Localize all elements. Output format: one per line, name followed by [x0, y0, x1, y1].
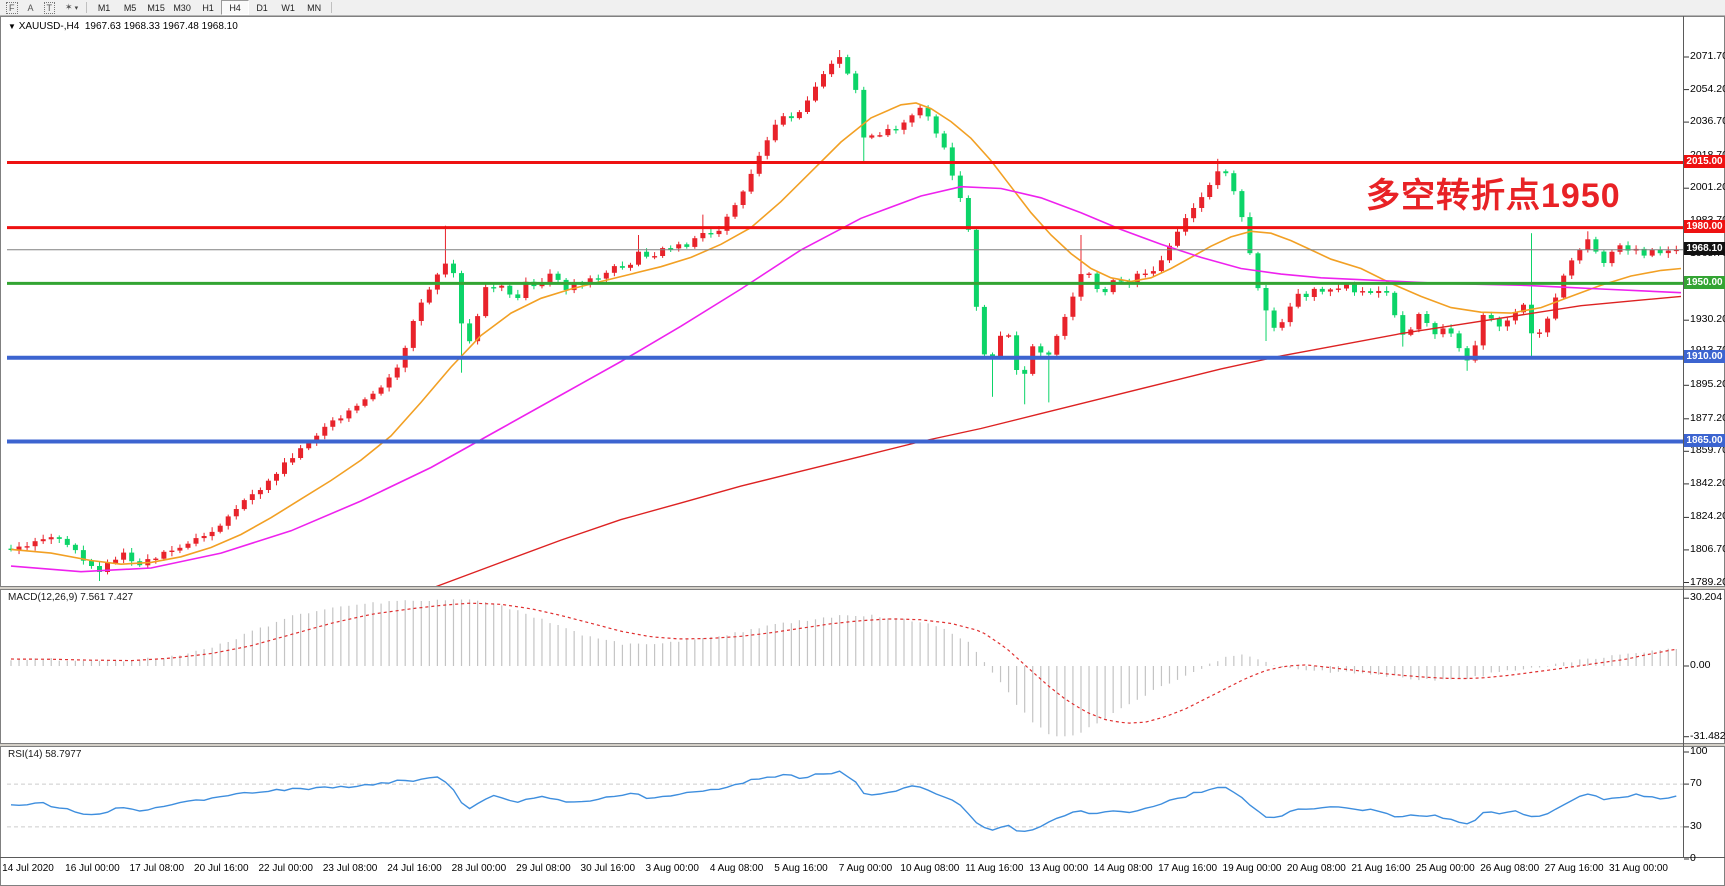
close-value: 1968.10 — [201, 21, 238, 32]
price-axis-label[interactable]: 2036.70 — [1690, 115, 1725, 128]
toolbar-separator — [86, 2, 88, 13]
date-axis-label[interactable]: 30 Jul 16:00 — [580, 863, 636, 874]
date-axis-label[interactable]: 26 Aug 08:00 — [1480, 863, 1540, 874]
date-axis-label[interactable]: 16 Jul 00:00 — [65, 863, 120, 874]
price-axis-label[interactable]: 1842.20 — [1690, 476, 1725, 489]
timeframe-button-h4[interactable]: H4 — [221, 0, 250, 15]
price-axis-border — [1683, 16, 1684, 858]
price-level-tag: 1980.00 — [1684, 220, 1725, 234]
price-axis-label[interactable]: 1930.20 — [1690, 313, 1725, 326]
macd-histogram — [10, 599, 1677, 737]
symbol-label: XAUUSD-,H4 — [18, 21, 80, 32]
date-axis-label[interactable]: 28 Jul 00:00 — [451, 863, 507, 874]
timeframe-button-mn[interactable]: MN — [307, 2, 322, 13]
price-axis-label[interactable]: 1824.20 — [1690, 510, 1725, 523]
arrows-button[interactable]: ✶ ▾ — [61, 1, 82, 14]
price-level-tag: 1865.00 — [1684, 434, 1725, 447]
price-axis-label[interactable]: 2001.20 — [1690, 181, 1725, 194]
timeframe-button-h1[interactable]: H1 — [202, 2, 214, 13]
date-axis-label[interactable]: 17 Jul 08:00 — [129, 863, 185, 874]
current-price-tag: 1968.10 — [1684, 242, 1725, 256]
date-axis-label[interactable]: 31 Aug 00:00 — [1609, 863, 1668, 874]
price-level-tag: 1910.00 — [1684, 350, 1725, 364]
price-axis-label[interactable]: 2054.20 — [1690, 82, 1725, 95]
date-axis-label[interactable]: 25 Aug 00:00 — [1415, 863, 1475, 874]
macd-signal-line — [10, 602, 1677, 724]
date-axis-label[interactable]: 20 Aug 08:00 — [1286, 863, 1346, 874]
date-axis-label[interactable]: 4 Aug 08:00 — [709, 863, 764, 874]
timeframe-button-d1[interactable]: D1 — [256, 2, 268, 13]
candlestick-series — [8, 50, 1679, 581]
date-axis-label[interactable]: 24 Jul 16:00 — [387, 863, 442, 874]
price-axis-label[interactable]: 1789.20 — [1690, 575, 1725, 588]
price-axis-label[interactable]: 1859.70 — [1690, 444, 1725, 457]
toolbar-separator — [331, 2, 333, 13]
macd-label: MACD(12,26,9) 7.561 7.427 — [8, 592, 134, 603]
date-axis-label[interactable]: 5 Aug 16:00 — [774, 863, 828, 874]
timeframe-button-m15[interactable]: M15 — [147, 2, 165, 13]
price-level-tag: 2015.00 — [1684, 155, 1725, 168]
ma-slow-line — [435, 295, 1682, 588]
date-axis-label[interactable]: 14 Jul 2020 — [2, 863, 54, 874]
date-axis-label[interactable]: 14 Aug 08:00 — [1093, 863, 1153, 874]
symbol-ohlc-readout: ▼ XAUUSD-,H4 1967.63 1968.33 1967.48 196… — [8, 21, 238, 32]
arrows-icon: ✶ — [65, 2, 73, 12]
date-axis-label[interactable]: 13 Aug 00:00 — [1029, 863, 1089, 874]
price-axis-label[interactable]: 1877.20 — [1690, 411, 1725, 424]
price-axis-label[interactable]: 2071.70 — [1690, 50, 1725, 62]
collapse-arrow-icon[interactable]: ▼ — [8, 22, 16, 31]
rsi-axis-label: 0 — [1690, 852, 1696, 864]
date-axis-label[interactable]: 19 Aug 00:00 — [1222, 863, 1282, 874]
macd-axis-label: 30.204 — [1690, 591, 1723, 604]
fibonacci-icon: F — [6, 1, 18, 14]
timeframe-button-m5[interactable]: M5 — [123, 2, 137, 13]
price-axis-label[interactable]: 1806.70 — [1690, 542, 1725, 555]
chevron-down-icon[interactable]: ▾ — [74, 4, 79, 12]
text-label-icon: T — [43, 1, 56, 14]
date-axis-label[interactable]: 20 Jul 16:00 — [194, 863, 249, 874]
rsi-value: 58.7977 — [45, 749, 82, 760]
macd-values: 7.561 7.427 — [80, 592, 134, 603]
rsi-axis-label: 100 — [1690, 745, 1708, 757]
chart-canvas[interactable] — [1, 17, 1725, 885]
chart-window[interactable] — [0, 16, 1725, 886]
low-value: 1967.48 — [162, 21, 199, 32]
timeframe-button-m30[interactable]: M30 — [173, 2, 191, 13]
text-label-button[interactable]: T — [40, 1, 60, 14]
date-axis-label[interactable]: 21 Aug 16:00 — [1351, 863, 1411, 874]
date-axis-label[interactable]: 7 Aug 00:00 — [838, 863, 893, 874]
date-axis-label[interactable]: 11 Aug 16:00 — [965, 863, 1024, 874]
date-axis-label[interactable]: 10 Aug 08:00 — [900, 863, 960, 874]
date-axis-label[interactable]: 22 Jul 00:00 — [258, 863, 313, 874]
date-axis-label[interactable]: 3 Aug 00:00 — [645, 863, 699, 874]
ma-fast-line — [10, 102, 1682, 566]
toolbar: F A T ✶ ▾ M1 M5 M15 M30 H1 H4 D1 W1 MN — [0, 0, 1725, 16]
fibonacci-button[interactable]: F — [2, 1, 22, 14]
open-value: 1967.63 — [84, 21, 121, 32]
rsi-label: RSI(14) 58.7977 — [8, 749, 82, 760]
date-axis-label[interactable]: 29 Jul 08:00 — [516, 863, 571, 874]
pane-splitter-macd[interactable] — [0, 586, 1725, 590]
timeframe-button-w1[interactable]: W1 — [281, 2, 295, 13]
rsi-axis-label: 30 — [1690, 819, 1702, 832]
text-button[interactable]: A — [24, 1, 38, 14]
timeframe-button-m1[interactable]: M1 — [97, 2, 111, 13]
rsi-line — [10, 770, 1677, 833]
macd-axis-label: -31.482 — [1690, 729, 1725, 742]
pane-splitter-rsi[interactable] — [0, 743, 1725, 747]
macd-axis-label: 0.00 — [1690, 659, 1711, 671]
chart-annotation-text[interactable]: 多空转折点1950 — [1366, 177, 1621, 215]
high-value: 1968.33 — [123, 21, 160, 32]
date-axis-label[interactable]: 27 Aug 16:00 — [1544, 863, 1604, 874]
date-axis-label[interactable]: 23 Jul 08:00 — [322, 863, 378, 874]
date-axis-label[interactable]: 17 Aug 16:00 — [1158, 863, 1218, 874]
axis-ticks — [1684, 56, 1689, 860]
text-icon: A — [27, 2, 34, 13]
price-axis-label[interactable]: 1895.20 — [1690, 378, 1725, 391]
date-axis-border — [0, 857, 1725, 858]
rsi-axis-label: 70 — [1690, 777, 1702, 790]
price-level-tag: 1950.00 — [1684, 275, 1725, 289]
ma-mid-line — [10, 185, 1682, 573]
